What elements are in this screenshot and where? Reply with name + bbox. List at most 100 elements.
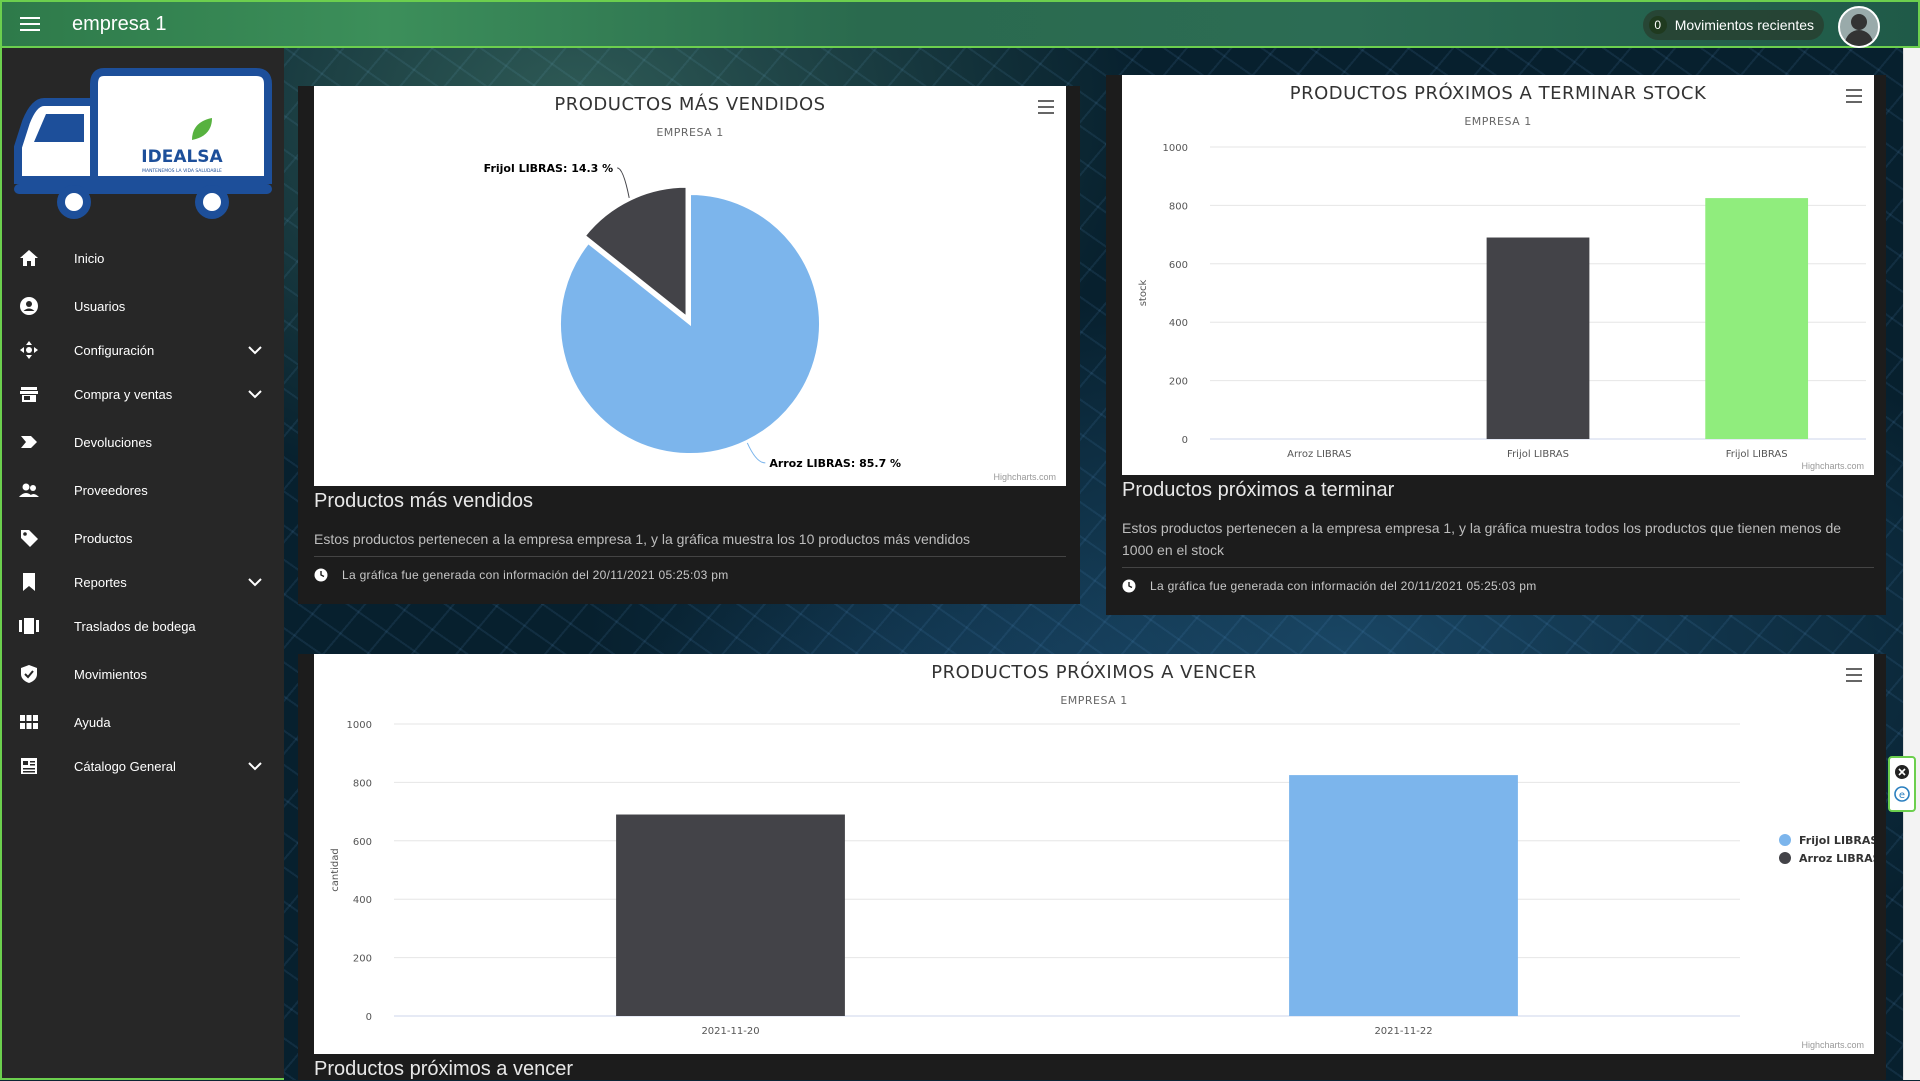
sidebar-item-usuarios[interactable]: Usuarios	[2, 284, 284, 328]
clock-icon	[1122, 579, 1136, 593]
pie-connector	[617, 167, 630, 198]
expiring-card: PRODUCTOS PRÓXIMOS A VENCER EMPRESA 1 0 2…	[298, 654, 1886, 1080]
sidebar-item-label: Productos	[74, 530, 133, 546]
movements-count-badge: 0	[1648, 16, 1667, 34]
bar	[616, 814, 845, 1016]
sidebar-item-label: Inicio	[74, 250, 105, 266]
label-icon	[18, 431, 40, 453]
pie-chart-panel: PRODUCTOS MÁS VENDIDOS EMPRESA 1 Arroz L…	[314, 86, 1066, 486]
sidebar-item-label: Compra y ventas	[74, 386, 173, 402]
sidebar-item-label: Ayuda	[74, 714, 111, 730]
people-icon	[18, 479, 40, 501]
card-footer: La gráfica fue generada con información …	[1122, 579, 1537, 593]
recent-movements-label: Movimientos recientes	[1674, 17, 1814, 33]
recent-movements-button[interactable]: 0 Movimientos recientes	[1642, 10, 1824, 40]
top-sellers-card: PRODUCTOS MÁS VENDIDOS EMPRESA 1 Arroz L…	[298, 86, 1080, 604]
stock-chart-panel: PRODUCTOS PRÓXIMOS A TERMINAR STOCK EMPR…	[1122, 75, 1874, 475]
pie-slice	[559, 192, 821, 455]
sidebar-item-compra-ventas[interactable]: Compra y ventas	[2, 372, 284, 416]
top-bar: empresa 1 0 Movimientos recientes	[0, 0, 1920, 48]
tag-icon	[18, 527, 40, 549]
y-tick-label: 800	[353, 778, 372, 789]
sidebar-item-label: Movimientos	[74, 666, 147, 682]
chevron-down-icon[interactable]	[246, 573, 264, 591]
y-tick-label: 200	[353, 954, 372, 965]
expiring-bar-chart: 0 200 400 600 800 1000 cantidad 2021-11-20 2021-…	[330, 720, 1874, 1037]
clock-icon	[314, 568, 328, 582]
floating-widget[interactable]: e	[1888, 756, 1916, 812]
edge-icon	[1894, 786, 1910, 802]
pie-slice	[583, 185, 688, 319]
svg-text:e: e	[1899, 790, 1905, 801]
chart-credits[interactable]: Highcharts.com	[993, 472, 1056, 482]
bar	[1705, 198, 1809, 439]
sidebar-item-configuracion[interactable]: Configuración	[2, 328, 284, 372]
x-tick-label: 2021-11-22	[1374, 1026, 1432, 1037]
sidebar-item-reportes[interactable]: Reportes	[2, 560, 284, 604]
card-title: Productos más vendidos	[314, 490, 534, 512]
sidebar-item-catalogo[interactable]: Cátalogo General	[2, 744, 284, 788]
legend-marker	[1779, 852, 1791, 864]
x-tick-label: Arroz LIBRAS	[1287, 449, 1351, 460]
chart-subtitle: EMPRESA 1	[656, 126, 724, 139]
sidebar-item-productos[interactable]: Productos	[2, 516, 284, 560]
sidebar-item-traslados[interactable]: Traslados de bodega	[2, 604, 284, 648]
shield-check-icon	[18, 663, 40, 685]
x-tick-label: Frijol LIBRAS	[1507, 449, 1569, 460]
chart-subtitle: EMPRESA 1	[1464, 115, 1532, 128]
logo-tagline: MANTENEMOS LA VIDA SALUDABLE	[142, 168, 222, 174]
legend-item: Frijol LIBRAS	[1799, 834, 1874, 847]
sidebar-item-devoluciones[interactable]: Devoluciones	[2, 420, 284, 464]
chart-title: PRODUCTOS PRÓXIMOS A TERMINAR STOCK	[1289, 83, 1707, 104]
store-icon	[18, 383, 40, 405]
low-stock-card: PRODUCTOS PRÓXIMOS A TERMINAR STOCK EMPR…	[1106, 75, 1886, 615]
card-description: Estos productos pertenecen a la empresa …	[1122, 520, 1842, 558]
user-avatar[interactable]	[1838, 6, 1880, 48]
x-tick-label: 2021-11-20	[701, 1026, 759, 1037]
chart-title: PRODUCTOS MÁS VENDIDOS	[554, 94, 826, 115]
chart-title: PRODUCTOS PRÓXIMOS A VENCER	[931, 662, 1257, 683]
card-description: Estos productos pertenecen a la empresa …	[314, 531, 971, 547]
y-tick-label: 400	[1169, 318, 1188, 329]
app-title: empresa 1	[72, 12, 167, 35]
y-tick-label: 600	[353, 837, 372, 848]
chart-menu-icon[interactable]	[1846, 668, 1862, 682]
pie-data-label: Arroz LIBRAS: 85.7 %	[769, 457, 901, 470]
footer-text: La gráfica fue generada con información …	[1150, 579, 1537, 593]
y-tick-label: 400	[353, 895, 372, 906]
logo-brand: IDEALSA	[141, 147, 223, 167]
chart-menu-icon[interactable]	[1846, 89, 1862, 103]
chart-menu-icon[interactable]	[1038, 100, 1054, 114]
sidebar: IDEALSA MANTENEMOS LA VIDA SALUDABLE Ini…	[0, 48, 284, 1080]
sidebar-item-label: Devoluciones	[74, 434, 153, 450]
sidebar-item-label: Usuarios	[74, 298, 126, 314]
chevron-down-icon[interactable]	[246, 341, 264, 359]
card-divider	[1122, 567, 1874, 568]
menu-icon[interactable]	[20, 0, 48, 48]
pie-connector	[746, 442, 766, 464]
legend-item: Arroz LIBRAS	[1799, 852, 1874, 865]
stock-bar-chart: 0 200 400 600 800 1000 stock Arroz LIBRAS Frijol…	[1138, 143, 1866, 460]
y-tick-label: 0	[1182, 435, 1188, 446]
footer-text: La gráfica fue generada con información …	[342, 568, 729, 582]
sidebar-item-proveedores[interactable]: Proveedores	[2, 468, 284, 512]
chart-credits[interactable]: Highcharts.com	[1801, 461, 1864, 471]
sidebar-item-movimientos[interactable]: Movimientos	[2, 652, 284, 696]
catalog-icon	[18, 755, 40, 777]
y-axis-title: stock	[1138, 280, 1149, 307]
sidebar-item-label: Cátalogo General	[74, 758, 176, 774]
chevron-down-icon[interactable]	[246, 385, 264, 403]
y-tick-label: 200	[1169, 377, 1188, 388]
y-tick-label: 0	[366, 1012, 372, 1023]
card-title: Productos próximos a terminar	[1122, 479, 1395, 501]
chevron-down-icon[interactable]	[246, 757, 264, 775]
company-logo: IDEALSA MANTENEMOS LA VIDA SALUDABLE	[14, 62, 274, 222]
grid-icon	[18, 711, 40, 733]
sidebar-item-label: Reportes	[74, 574, 127, 590]
chart-credits[interactable]: Highcharts.com	[1801, 1040, 1864, 1050]
page-scrollbar[interactable]	[1903, 48, 1920, 1080]
sidebar-item-inicio[interactable]: Inicio	[2, 236, 284, 280]
y-axis-title: cantidad	[330, 848, 341, 892]
expiring-chart-panel: PRODUCTOS PRÓXIMOS A VENCER EMPRESA 1 0 2…	[314, 654, 1874, 1054]
sidebar-item-ayuda[interactable]: Ayuda	[2, 700, 284, 744]
